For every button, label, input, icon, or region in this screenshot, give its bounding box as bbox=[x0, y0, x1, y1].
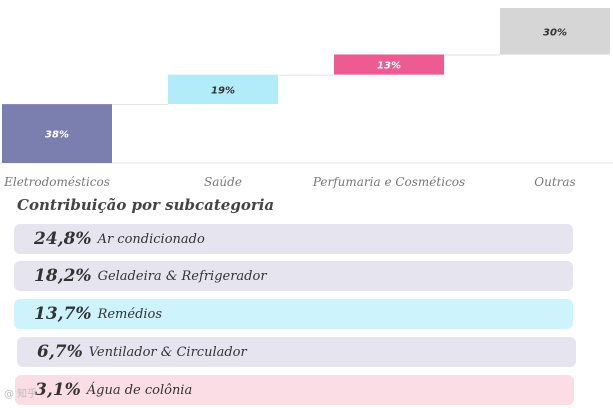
subcategory-name: Ar condicionado bbox=[97, 231, 205, 247]
subcategory-name: Remédios bbox=[97, 306, 163, 322]
bar-value-label: 30% bbox=[543, 27, 567, 38]
bar-3 bbox=[334, 54, 444, 75]
subcategory-name: Geladeira & Refrigerador bbox=[97, 268, 267, 284]
subcategory-item: 3,1% Água de colônia bbox=[15, 375, 574, 405]
watermark: @ 知乎 bbox=[4, 389, 38, 400]
bar-value-label: 19% bbox=[211, 85, 235, 96]
subcategory-item: 13,7% Remédios bbox=[14, 299, 573, 329]
bar-1 bbox=[2, 104, 112, 163]
subcategory-item: 18,2% Geladeira & Refrigerador bbox=[14, 261, 573, 291]
bar-4 bbox=[500, 8, 610, 55]
category-label: Outras bbox=[534, 175, 575, 189]
bar-2 bbox=[168, 74, 278, 105]
bar-value-label: 38% bbox=[45, 130, 69, 141]
category-label: Eletrodomésticos bbox=[3, 175, 110, 189]
subcategory-item: 24,8% Ar condicionado bbox=[14, 224, 573, 254]
subcategory-name: Água de colônia bbox=[86, 382, 193, 398]
bar-value-label: 13% bbox=[377, 61, 401, 72]
subcategory-percent: 24,8% bbox=[34, 229, 92, 249]
subcategory-item: 6,7% Ventilador & Circulador bbox=[17, 337, 576, 367]
category-label: Saúde bbox=[204, 175, 242, 189]
category-label: Perfumaria e Cosméticos bbox=[312, 175, 465, 189]
waterfall-chart: 38% Eletrodomésticos 19% Saúde 13% Perfumaria… bbox=[0, 8, 613, 189]
subcategory-percent: 3,1% bbox=[35, 380, 81, 400]
subcategory-name: Ventilador & Circulador bbox=[88, 344, 247, 360]
subcategory-percent: 6,7% bbox=[37, 342, 83, 362]
subcategory-percent: 13,7% bbox=[34, 304, 92, 324]
subcategory-percent: 18,2% bbox=[34, 266, 92, 286]
breakdown-title: Contribuição por subcategoria bbox=[17, 196, 275, 214]
